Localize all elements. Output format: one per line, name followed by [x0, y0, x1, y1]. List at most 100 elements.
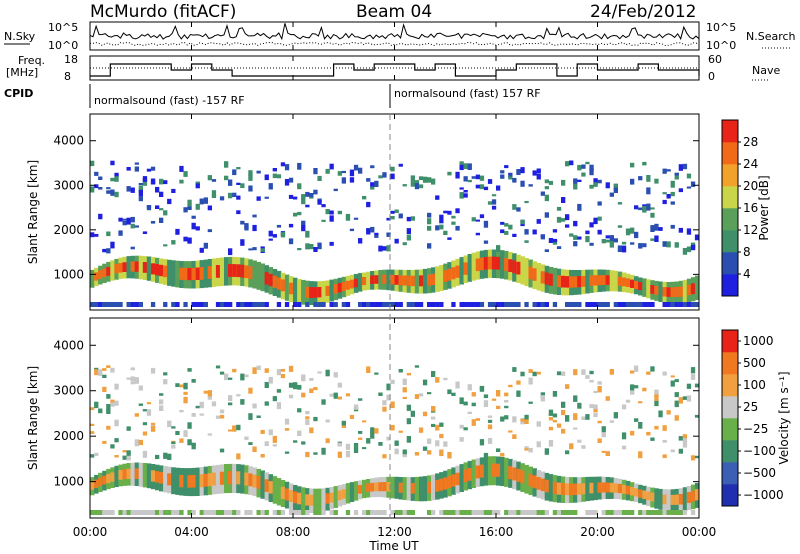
range-core-cell	[163, 265, 168, 278]
scatter-cell	[504, 231, 509, 235]
near-range-cell	[516, 302, 521, 307]
near-range-cell	[544, 302, 549, 307]
scatter-cell	[577, 402, 582, 409]
y-tick-label: 1000	[53, 267, 84, 281]
scatter-cell	[183, 391, 188, 395]
near-range-cell	[215, 302, 221, 307]
range-core-cell	[240, 264, 245, 278]
scatter-cell	[406, 418, 411, 425]
near-range-cell	[106, 510, 111, 515]
range-band-cell	[321, 280, 326, 304]
near-range-cell	[215, 510, 221, 515]
scatter-cell	[422, 446, 428, 451]
scatter-cell	[110, 177, 115, 182]
scatter-cell	[451, 215, 456, 219]
near-range-cell	[293, 510, 298, 515]
scatter-cell	[569, 160, 574, 166]
scatter-cell	[228, 429, 233, 432]
near-range-cell	[390, 510, 395, 515]
range-band-cell	[276, 478, 282, 506]
near-range-cell	[110, 302, 115, 307]
scatter-cell	[349, 177, 355, 183]
scatter-cell	[670, 375, 675, 378]
scatter-cell	[179, 165, 184, 172]
range-core-cell	[447, 268, 452, 281]
scatter-cell	[682, 163, 688, 170]
near-range-cell	[467, 302, 472, 307]
range-band-cell	[394, 476, 399, 499]
scatter-cell	[199, 413, 204, 416]
scatter-cell	[236, 195, 241, 200]
scatter-cell	[690, 367, 696, 374]
colorbar-swatch	[722, 374, 738, 397]
scatter-cell	[349, 414, 355, 419]
near-range-cell	[150, 510, 156, 515]
scatter-cell	[224, 161, 229, 168]
range-core-cell	[179, 267, 184, 280]
scatter-cell	[565, 450, 570, 455]
scatter-cell	[382, 400, 387, 406]
noise-right-tick-top: 10^5	[706, 21, 736, 34]
scatter-cell	[317, 199, 322, 205]
scatter-cell	[284, 164, 290, 171]
scatter-cell	[589, 222, 594, 228]
scatter-cell	[548, 238, 554, 243]
scatter-cell	[410, 216, 415, 221]
range-core-cell	[634, 280, 639, 289]
near-range-cell	[406, 510, 411, 515]
scatter-cell	[256, 170, 261, 174]
near-range-cell	[504, 510, 509, 515]
range-band-cell	[500, 457, 505, 487]
x-tick-label: 00:00	[682, 525, 717, 539]
scatter-cell	[670, 180, 675, 188]
range-core-cell	[552, 481, 558, 495]
scatter-cell	[386, 245, 391, 252]
near-range-cell	[646, 510, 651, 515]
colorbar-swatch	[722, 330, 738, 353]
range-band-cell	[146, 256, 152, 281]
range-core-cell	[236, 471, 241, 485]
near-range-cell	[118, 302, 123, 307]
scatter-cell	[694, 234, 700, 241]
scatter-cell	[110, 241, 115, 249]
scatter-cell	[171, 426, 176, 429]
scatter-cell	[195, 203, 200, 210]
range-core-cell	[191, 474, 196, 488]
scatter-cell	[219, 371, 225, 375]
scatter-cell	[122, 218, 127, 221]
scatter-cell	[345, 213, 351, 221]
scatter-cell	[544, 179, 549, 184]
scatter-cell	[207, 390, 212, 397]
range-core-cell	[581, 483, 586, 495]
scatter-cell	[435, 424, 440, 431]
scatter-cell	[601, 450, 606, 453]
scatter-cell	[690, 373, 696, 380]
scatter-cell	[475, 418, 480, 421]
range-core-cell	[674, 494, 680, 505]
scatter-cell	[329, 210, 334, 215]
scatter-cell	[536, 371, 541, 375]
scatter-cell	[662, 199, 667, 205]
range-band-cell	[171, 260, 176, 287]
scatter-cell	[508, 224, 513, 230]
range-band-cell	[329, 279, 334, 302]
noise-left-tick-top: 10^5	[48, 21, 78, 34]
scatter-cell	[422, 176, 428, 183]
near-range-cell	[524, 510, 529, 515]
near-range-cell	[378, 510, 383, 515]
range-core-cell	[504, 258, 509, 271]
near-range-cell	[195, 302, 200, 307]
near-range-cell	[398, 510, 403, 515]
freq-left-tick-top: 18	[64, 53, 78, 66]
near-range-cell	[130, 510, 135, 515]
scatter-cell	[288, 223, 294, 228]
scatter-cell	[130, 223, 135, 229]
near-range-cell	[329, 510, 334, 515]
near-range-cell	[406, 302, 411, 307]
near-range-cell	[102, 302, 107, 307]
scatter-cell	[366, 366, 371, 373]
near-range-cell	[94, 510, 99, 515]
scatter-cell	[630, 227, 635, 234]
scatter-cell	[443, 377, 448, 381]
scatter-cell	[642, 205, 647, 213]
